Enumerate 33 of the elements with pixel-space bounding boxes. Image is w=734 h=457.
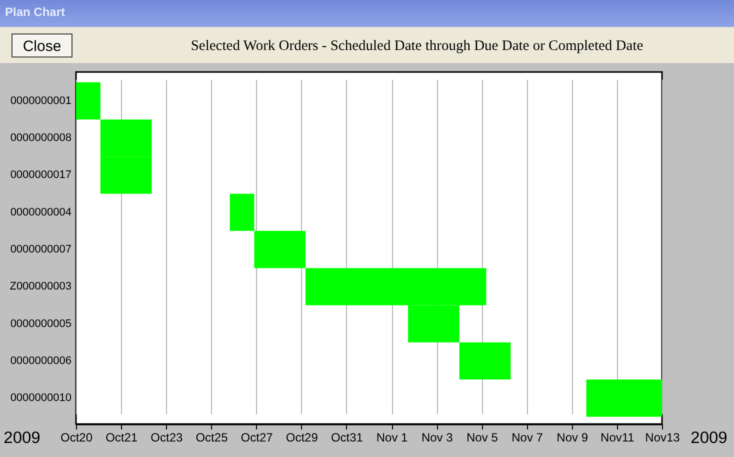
x-tick-label: Nov 7 bbox=[512, 430, 544, 444]
x-tick-label: Oct25 bbox=[196, 430, 228, 444]
y-tick-label: Z000000003 bbox=[10, 280, 72, 293]
y-tick-label: 0000000004 bbox=[10, 206, 72, 218]
y-tick-label: 0000000006 bbox=[10, 354, 72, 367]
text: Close bbox=[22, 38, 62, 55]
x-tick-label: Nov13 bbox=[645, 430, 680, 444]
text: 2009 bbox=[690, 429, 728, 447]
bar bbox=[254, 230, 306, 268]
text: 2009 bbox=[4, 429, 40, 447]
chart-title: Selected Work Orders - Scheduled Date through Due Date or Completed Date bbox=[190, 38, 644, 54]
x-tick-label: Oct29 bbox=[286, 430, 318, 444]
bar bbox=[230, 194, 254, 231]
x-tick-label: Oct21 bbox=[106, 430, 138, 444]
x-tick-label: Nov 5 bbox=[466, 430, 498, 444]
y-tick-label: 0000000007 bbox=[10, 244, 72, 256]
bar bbox=[586, 380, 662, 417]
x-tick-label: Oct27 bbox=[240, 430, 274, 444]
bar bbox=[76, 82, 100, 120]
x-tick-label: Oct20 bbox=[60, 430, 93, 444]
y-tick-label: 0000000008 bbox=[10, 132, 72, 144]
x-tick-label: Nov 1 bbox=[376, 430, 408, 444]
x-tick-label: Oct31 bbox=[330, 430, 364, 444]
x-tick-label: Nov11 bbox=[600, 430, 635, 444]
text: Plan Chart bbox=[5, 5, 66, 19]
y-tick-label: 0000000005 bbox=[10, 318, 72, 330]
y-tick-label: 0000000017 bbox=[10, 169, 72, 182]
x-tick-label: Oct23 bbox=[150, 430, 183, 444]
bar bbox=[459, 342, 511, 380]
x-tick-label: Nov 3 bbox=[421, 430, 454, 444]
y-tick-label: 0000000010 bbox=[10, 392, 72, 404]
x-tick-label: Nov 9 bbox=[556, 430, 588, 444]
y-tick-label: 0000000001 bbox=[10, 94, 72, 107]
